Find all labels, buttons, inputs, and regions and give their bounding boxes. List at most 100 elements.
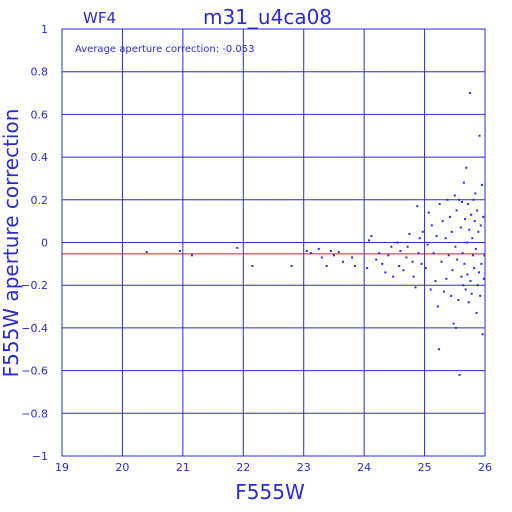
data-point bbox=[461, 200, 464, 203]
y-tick-label: 0.6 bbox=[31, 108, 49, 121]
data-point bbox=[418, 237, 421, 240]
data-point bbox=[309, 252, 312, 255]
data-points bbox=[145, 92, 486, 376]
data-point bbox=[482, 215, 485, 218]
data-point bbox=[453, 194, 456, 197]
data-point bbox=[396, 241, 399, 244]
y-tick-label: −0.2 bbox=[21, 279, 48, 292]
data-point bbox=[320, 256, 323, 259]
y-tick-label: 0.4 bbox=[31, 151, 49, 164]
data-point bbox=[459, 226, 462, 229]
y-tick-label: 0 bbox=[41, 237, 48, 250]
data-point bbox=[480, 262, 483, 265]
data-point bbox=[447, 254, 450, 257]
y-tick-label: −1 bbox=[32, 450, 48, 463]
y-tick-label: 0.2 bbox=[31, 194, 49, 207]
y-tick-label: 0.8 bbox=[31, 66, 49, 79]
data-point bbox=[476, 209, 479, 212]
data-point bbox=[399, 250, 402, 253]
data-point bbox=[467, 203, 470, 206]
data-point bbox=[462, 284, 465, 287]
data-point bbox=[429, 288, 432, 291]
data-point bbox=[465, 166, 468, 169]
data-point bbox=[251, 264, 254, 267]
data-point bbox=[417, 252, 420, 255]
data-point bbox=[483, 254, 486, 257]
data-point bbox=[436, 305, 439, 308]
data-point bbox=[460, 275, 463, 278]
x-tick-label: 22 bbox=[236, 461, 250, 474]
data-point bbox=[442, 290, 445, 293]
data-point bbox=[329, 250, 332, 253]
data-point bbox=[416, 205, 419, 208]
reference-lines bbox=[62, 242, 485, 255]
data-point bbox=[427, 211, 430, 214]
data-point bbox=[387, 254, 390, 257]
data-point bbox=[479, 294, 482, 297]
data-point bbox=[430, 224, 433, 227]
data-point bbox=[455, 209, 458, 212]
data-point bbox=[456, 258, 459, 261]
data-point bbox=[432, 252, 435, 255]
average-correction-annotation: Average aperture correction: -0.053 bbox=[75, 44, 255, 55]
x-axis-label: F555W bbox=[235, 480, 305, 504]
data-point bbox=[325, 264, 328, 267]
data-point bbox=[469, 279, 472, 282]
data-point bbox=[471, 237, 474, 240]
data-point bbox=[470, 213, 473, 216]
data-point bbox=[381, 262, 384, 265]
data-point bbox=[482, 277, 485, 280]
data-point bbox=[454, 245, 457, 248]
data-point bbox=[398, 264, 401, 267]
x-tick-label: 19 bbox=[55, 461, 69, 474]
data-point bbox=[467, 301, 470, 304]
data-point bbox=[475, 311, 478, 314]
data-point bbox=[406, 245, 409, 248]
y-tick-label: −0.6 bbox=[21, 365, 48, 378]
data-point bbox=[473, 267, 476, 270]
data-point bbox=[441, 220, 444, 223]
data-point bbox=[464, 288, 467, 291]
data-point bbox=[367, 239, 370, 242]
data-point bbox=[474, 192, 477, 195]
data-point bbox=[461, 252, 464, 255]
data-point bbox=[480, 183, 483, 186]
x-tick-label: 25 bbox=[418, 461, 432, 474]
data-point bbox=[479, 224, 482, 227]
data-point bbox=[351, 256, 354, 259]
data-point bbox=[408, 232, 411, 235]
data-point bbox=[354, 264, 357, 267]
data-point bbox=[438, 203, 441, 206]
data-point bbox=[370, 235, 373, 238]
data-point bbox=[468, 92, 471, 95]
data-point bbox=[457, 299, 460, 302]
tick-labels: 19 20 21 22 23 24 25 26 1 0.8 0.6 0.4 0.2 0 −0.2 −0.4 −0… bbox=[21, 23, 492, 474]
data-point bbox=[454, 326, 457, 329]
chart-title: m31_u4ca08 bbox=[203, 5, 332, 29]
data-point bbox=[464, 218, 467, 221]
data-point bbox=[414, 286, 417, 289]
data-point bbox=[444, 237, 447, 240]
data-point bbox=[452, 322, 455, 325]
data-point bbox=[392, 275, 395, 278]
x-tick-label: 21 bbox=[176, 461, 190, 474]
data-point bbox=[411, 260, 414, 263]
data-point bbox=[440, 260, 443, 263]
data-point bbox=[375, 258, 378, 261]
data-point bbox=[471, 254, 474, 257]
data-point bbox=[445, 277, 448, 280]
data-point bbox=[450, 230, 453, 233]
data-point bbox=[448, 215, 451, 218]
data-point bbox=[402, 269, 405, 272]
y-tick-label: 1 bbox=[41, 23, 48, 36]
data-point bbox=[424, 267, 427, 270]
data-point bbox=[236, 246, 239, 249]
x-tick-label: 23 bbox=[297, 461, 311, 474]
data-point bbox=[434, 279, 437, 282]
data-point bbox=[472, 198, 475, 201]
data-point bbox=[421, 230, 424, 233]
data-point bbox=[378, 252, 381, 255]
data-point bbox=[405, 256, 408, 259]
data-point bbox=[465, 241, 468, 244]
